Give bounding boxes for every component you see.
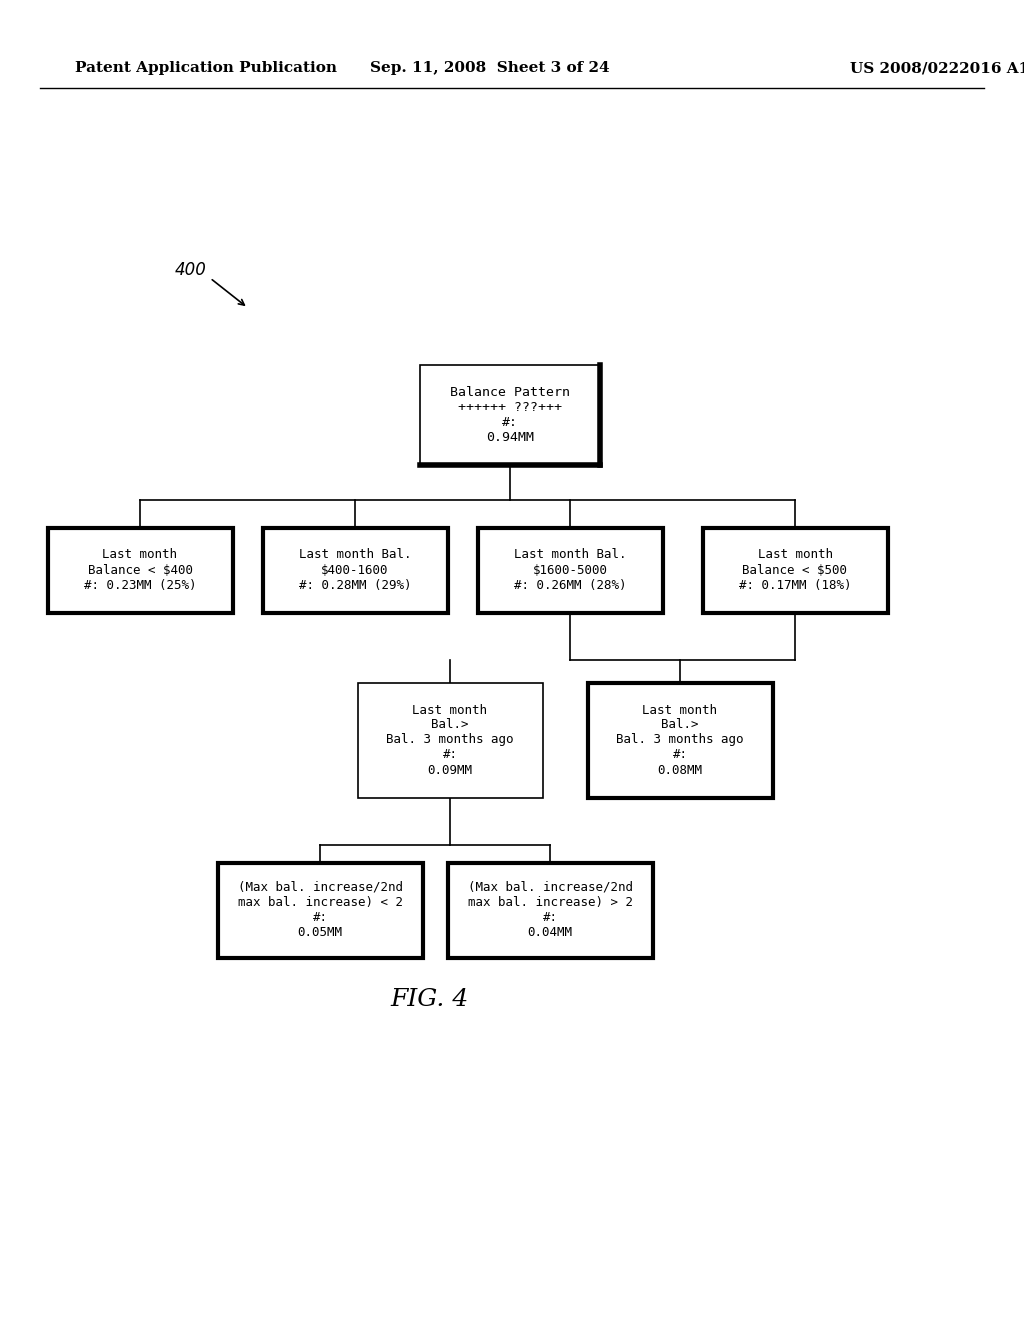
Bar	[447, 862, 652, 957]
Text: Last month
Balance < $500
#: 0.17MM (18%): Last month Balance < $500 #: 0.17MM (18%…	[738, 549, 851, 591]
Bar	[262, 528, 447, 612]
Text: Last month
Bal.>
Bal. 3 months ago
#:
0.09MM: Last month Bal.> Bal. 3 months ago #: 0.…	[386, 704, 514, 776]
Text: (Max bal. increase/2nd
max bal. increase) < 2
#:
0.05MM: (Max bal. increase/2nd max bal. increase…	[238, 880, 402, 939]
Bar	[477, 528, 663, 612]
Bar	[477, 528, 663, 612]
Bar	[588, 682, 772, 797]
Text: Last month
Balance < $400
#: 0.23MM (25%): Last month Balance < $400 #: 0.23MM (25%…	[84, 549, 197, 591]
Bar	[447, 862, 652, 957]
Bar	[262, 528, 447, 612]
Text: Balance Pattern
++++++ ???+++
#:
0.94MM: Balance Pattern ++++++ ???+++ #: 0.94MM	[450, 385, 570, 444]
Text: Sep. 11, 2008  Sheet 3 of 24: Sep. 11, 2008 Sheet 3 of 24	[371, 61, 610, 75]
Text: Last month Bal.
$400-1600
#: 0.28MM (29%): Last month Bal. $400-1600 #: 0.28MM (29%…	[299, 549, 412, 591]
Text: US 2008/0222016 A1: US 2008/0222016 A1	[850, 61, 1024, 75]
Bar	[702, 528, 888, 612]
Text: Last month Bal.
$1600-5000
#: 0.26MM (28%): Last month Bal. $1600-5000 #: 0.26MM (28…	[514, 549, 627, 591]
Bar	[357, 682, 543, 797]
Bar	[217, 862, 423, 957]
Bar	[217, 862, 423, 957]
Text: FIG. 4: FIG. 4	[391, 989, 469, 1011]
Bar	[47, 528, 232, 612]
Text: 400: 400	[175, 261, 207, 279]
Bar	[702, 528, 888, 612]
Text: (Max bal. increase/2nd
max bal. increase) > 2
#:
0.04MM: (Max bal. increase/2nd max bal. increase…	[468, 880, 633, 939]
Bar	[47, 528, 232, 612]
Text: Patent Application Publication: Patent Application Publication	[75, 61, 337, 75]
Bar	[420, 366, 600, 465]
Text: Last month
Bal.>
Bal. 3 months ago
#:
0.08MM: Last month Bal.> Bal. 3 months ago #: 0.…	[616, 704, 743, 776]
Bar	[588, 682, 772, 797]
